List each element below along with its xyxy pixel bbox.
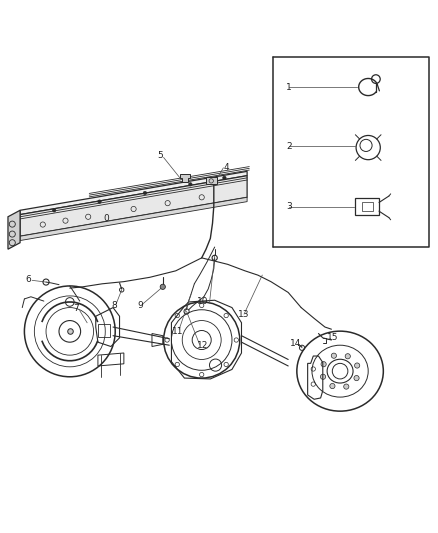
Text: 1: 1 (286, 83, 292, 92)
Polygon shape (20, 172, 247, 215)
Text: 5: 5 (158, 151, 163, 160)
Polygon shape (20, 176, 247, 236)
Text: 10: 10 (197, 297, 208, 306)
Circle shape (354, 363, 360, 368)
Polygon shape (8, 211, 20, 249)
Text: 6: 6 (26, 275, 32, 284)
Circle shape (160, 284, 166, 289)
Text: 9: 9 (138, 301, 143, 310)
Circle shape (345, 354, 350, 359)
Circle shape (344, 384, 349, 389)
Text: 15: 15 (327, 333, 338, 342)
Circle shape (330, 383, 335, 389)
Circle shape (189, 183, 192, 186)
Text: 3: 3 (286, 203, 292, 211)
Bar (362, 203, 372, 211)
Circle shape (354, 376, 359, 381)
Bar (206, 177, 217, 184)
Text: 8: 8 (112, 301, 117, 310)
Text: 12: 12 (197, 341, 208, 350)
Polygon shape (20, 197, 247, 240)
Circle shape (321, 374, 325, 379)
Text: 14: 14 (290, 339, 302, 348)
Text: 11: 11 (172, 327, 184, 336)
Text: 2: 2 (286, 142, 292, 151)
Circle shape (223, 176, 226, 180)
Text: 4: 4 (224, 163, 230, 172)
Bar (355, 198, 379, 215)
Polygon shape (180, 174, 190, 182)
Circle shape (321, 361, 326, 367)
Text: 7: 7 (74, 304, 79, 313)
Circle shape (53, 208, 56, 212)
Text: 13: 13 (237, 310, 249, 319)
Circle shape (331, 353, 336, 358)
Text: 0: 0 (104, 214, 110, 223)
Circle shape (143, 191, 147, 195)
Bar (98, 324, 110, 336)
Circle shape (98, 200, 101, 204)
